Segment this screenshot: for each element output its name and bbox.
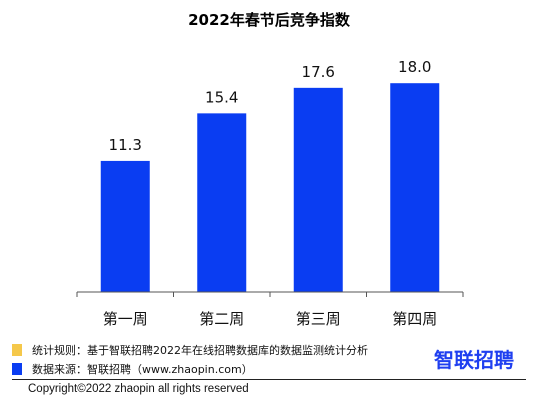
stat-rule-note: 统计规则：基于智联招聘2022年在线招聘数据库的数据监测统计分析: [12, 342, 368, 358]
x-tick-label: 第三周: [296, 310, 341, 328]
x-tick-label: 第二周: [199, 310, 244, 328]
bar-2: [197, 113, 247, 292]
data-source-text: 数据来源：智联招聘（www.zhaopin.com）: [32, 363, 253, 376]
bar-value-label: 15.4: [205, 88, 238, 106]
zhaopin-logo: 智联招聘: [434, 348, 514, 372]
bar-chart: 2022年春节后竞争指数 11.315.417.6 18.0 第一周 第二周 第三周第…: [76, 11, 464, 328]
data-source-note: 数据来源：智联招聘（www.zhaopin.com）: [12, 361, 253, 377]
bar-value-label: 17.6: [302, 63, 335, 81]
x-tick-label: 第一周: [103, 310, 148, 328]
footer-divider: [12, 379, 526, 380]
copyright-text: Copyright©2022 zhaopin all rights reserv…: [28, 383, 249, 395]
chart-title: 2022年春节后竞争指数: [188, 11, 351, 29]
bars-group: [100, 83, 440, 292]
x-tick-label: 第四周: [392, 310, 437, 328]
bar-1: [100, 160, 150, 292]
x-axis-tick-labels: 第一周 第二周 第三周 第四周: [103, 310, 438, 328]
bar-value-label: 18.0: [398, 58, 431, 76]
bar-value-label: 11.3: [109, 136, 142, 154]
bar-3: [293, 87, 343, 292]
stat-rule-text: 统计规则：基于智联招聘2022年在线招聘数据库的数据监测统计分析: [32, 344, 368, 357]
blue-legend-swatch: [12, 363, 22, 375]
bar-4: [390, 83, 440, 292]
value-labels-group: 11.3 15.4 17.6 18.0: [109, 58, 432, 154]
x-axis-ticks: [76, 292, 464, 297]
yellow-legend-swatch: [12, 344, 22, 356]
